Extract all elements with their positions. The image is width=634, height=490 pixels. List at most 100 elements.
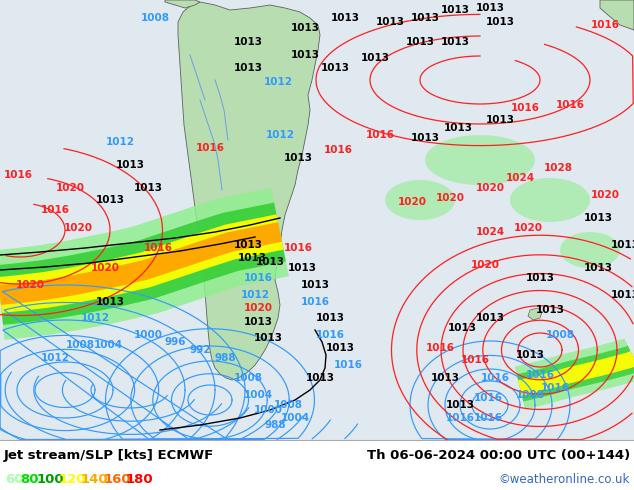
Text: 1020: 1020 (15, 280, 44, 290)
Text: 160: 160 (103, 472, 131, 486)
Text: 1013: 1013 (233, 37, 262, 47)
Text: 1016: 1016 (474, 393, 503, 403)
Polygon shape (518, 351, 634, 396)
Text: 1013: 1013 (254, 333, 283, 343)
Text: 1013: 1013 (316, 313, 344, 323)
Text: 1012: 1012 (240, 290, 269, 300)
Polygon shape (385, 180, 455, 220)
Text: 1008: 1008 (273, 400, 302, 410)
Polygon shape (510, 178, 590, 222)
Text: 1012: 1012 (81, 313, 110, 323)
Text: 1013: 1013 (448, 323, 477, 333)
Text: 1013: 1013 (290, 23, 320, 33)
Text: 1020: 1020 (398, 197, 427, 207)
Text: 1012: 1012 (266, 130, 295, 140)
Text: 1013: 1013 (526, 273, 555, 283)
Text: 1013: 1013 (325, 343, 354, 353)
Text: 120: 120 (58, 472, 86, 486)
Text: 1013: 1013 (486, 17, 515, 27)
Text: 1013: 1013 (96, 195, 124, 205)
Text: 1013: 1013 (583, 263, 612, 273)
Text: 1016: 1016 (283, 243, 313, 253)
Text: 1013: 1013 (361, 53, 389, 63)
Text: 1020: 1020 (91, 263, 119, 273)
Text: 1013: 1013 (233, 240, 262, 250)
Text: 1013: 1013 (611, 290, 634, 300)
Text: 1020: 1020 (436, 193, 465, 203)
Text: 1013: 1013 (410, 13, 439, 23)
Text: 1013: 1013 (406, 37, 434, 47)
Bar (0, 0, 634, 440)
Text: 1016: 1016 (481, 373, 510, 383)
Text: 1016: 1016 (316, 330, 344, 340)
Text: 1013: 1013 (611, 240, 634, 250)
Polygon shape (600, 0, 634, 30)
Text: 1016: 1016 (446, 413, 474, 423)
Text: 1013: 1013 (441, 5, 470, 15)
Text: 1024: 1024 (505, 173, 534, 183)
Text: 988: 988 (264, 420, 286, 430)
Text: 988: 988 (214, 353, 236, 363)
Text: 1008: 1008 (65, 340, 94, 350)
Text: 1020: 1020 (243, 303, 273, 313)
Text: 1004: 1004 (243, 390, 273, 400)
Text: 1013: 1013 (321, 63, 349, 73)
Polygon shape (560, 232, 620, 268)
Text: 1016: 1016 (4, 170, 32, 180)
Text: 1016: 1016 (460, 355, 489, 365)
Text: 1004: 1004 (280, 413, 309, 423)
Text: 1013: 1013 (515, 350, 545, 360)
Text: 1000: 1000 (254, 405, 283, 415)
Text: 1008: 1008 (141, 13, 169, 23)
Polygon shape (425, 135, 535, 185)
Text: 1013: 1013 (96, 297, 124, 307)
Text: 60: 60 (5, 472, 23, 486)
Text: 1016: 1016 (474, 413, 503, 423)
Text: 1016: 1016 (541, 383, 569, 393)
Text: 996: 996 (164, 337, 186, 347)
Text: 1000: 1000 (134, 330, 162, 340)
Text: 1013: 1013 (287, 263, 316, 273)
Text: 1013: 1013 (238, 253, 266, 263)
Text: 1008: 1008 (233, 373, 262, 383)
Text: 1013: 1013 (301, 280, 330, 290)
Text: 1013: 1013 (441, 37, 470, 47)
Text: 1016: 1016 (333, 360, 363, 370)
Text: 1020: 1020 (56, 183, 84, 193)
Text: 1016: 1016 (243, 273, 273, 283)
Text: 1016: 1016 (195, 143, 224, 153)
Text: 1016: 1016 (301, 297, 330, 307)
Text: 1013: 1013 (243, 317, 273, 327)
Text: 1016: 1016 (41, 205, 70, 215)
Text: 1020: 1020 (476, 183, 505, 193)
Text: 1013: 1013 (306, 373, 335, 383)
Polygon shape (178, 2, 320, 380)
Text: 1013: 1013 (536, 305, 564, 315)
Text: 1016: 1016 (510, 103, 540, 113)
Polygon shape (528, 308, 542, 320)
Text: 1013: 1013 (134, 183, 162, 193)
Text: 1016: 1016 (425, 343, 455, 353)
Text: 1016: 1016 (323, 145, 353, 155)
Text: 1012: 1012 (41, 353, 70, 363)
Text: 1016: 1016 (143, 243, 172, 253)
Text: 1013: 1013 (430, 373, 460, 383)
Polygon shape (0, 188, 289, 340)
Text: 1012: 1012 (105, 137, 134, 147)
Text: 1013: 1013 (444, 123, 472, 133)
Bar (0, 440, 634, 490)
Text: 1016: 1016 (365, 130, 394, 140)
Text: 1013: 1013 (476, 3, 505, 13)
Text: 1016: 1016 (526, 370, 555, 380)
Text: Th 06-06-2024 00:00 UTC (00+144): Th 06-06-2024 00:00 UTC (00+144) (366, 448, 630, 462)
Text: 1013: 1013 (375, 17, 404, 27)
Polygon shape (515, 338, 634, 409)
Text: 1020: 1020 (63, 223, 93, 233)
Text: 1013: 1013 (283, 153, 313, 163)
Text: 80: 80 (20, 472, 39, 486)
Polygon shape (517, 345, 634, 402)
Text: 1013: 1013 (583, 213, 612, 223)
Text: 1013: 1013 (446, 400, 474, 410)
Text: 1004: 1004 (93, 340, 122, 350)
Text: 992: 992 (190, 345, 210, 355)
